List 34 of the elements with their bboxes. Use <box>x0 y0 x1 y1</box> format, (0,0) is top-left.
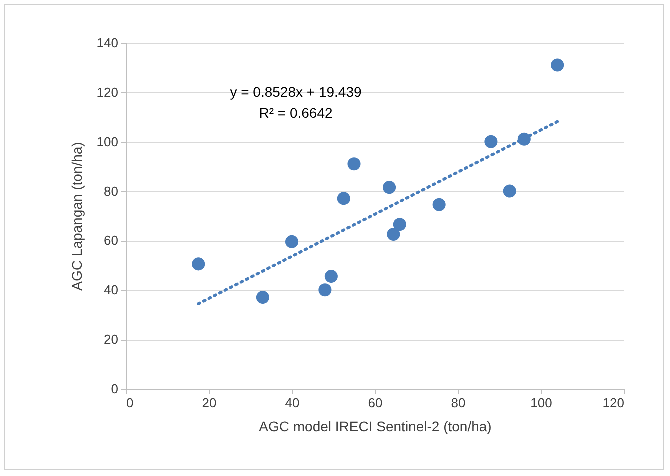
y-tick-label: 20 <box>104 332 118 348</box>
y-axis-title: AGC Lapangan (ton/ha) <box>68 142 85 291</box>
y-tick-label: 0 <box>111 382 118 396</box>
annotation: y = 0.8528x + 19.439 <box>230 84 362 100</box>
point <box>393 218 406 232</box>
y-tick-label: 60 <box>104 233 118 248</box>
point <box>285 235 299 248</box>
y-tick-label: 40 <box>104 282 118 298</box>
point <box>348 158 361 171</box>
point <box>337 192 350 206</box>
point <box>518 132 531 146</box>
point <box>503 184 516 198</box>
point <box>318 284 332 297</box>
y-tick-label: 120 <box>96 84 118 100</box>
y-tick-label: 140 <box>96 36 118 50</box>
x-tick-label: 120 <box>602 396 624 410</box>
point <box>432 198 446 212</box>
x-axis-title: AGC model IRECI Sentinel-2 (ton/ha) <box>259 418 492 434</box>
y-tick-label: 80 <box>104 184 118 199</box>
point <box>383 181 396 194</box>
y-tick-label: 100 <box>96 134 118 150</box>
x-tick-label: 0 <box>126 396 134 410</box>
point <box>324 270 338 284</box>
point <box>256 291 270 304</box>
point <box>192 258 206 271</box>
x-tick-label: 40 <box>285 396 300 410</box>
x-tick-label: 60 <box>368 396 383 410</box>
point <box>551 58 564 72</box>
point <box>387 228 400 242</box>
x-tick-label: 80 <box>451 396 466 410</box>
annotation: R² = 0.6642 <box>259 105 333 121</box>
x-tick-label: 20 <box>202 396 217 410</box>
x-tick-label: 100 <box>530 396 552 410</box>
point <box>484 135 498 148</box>
